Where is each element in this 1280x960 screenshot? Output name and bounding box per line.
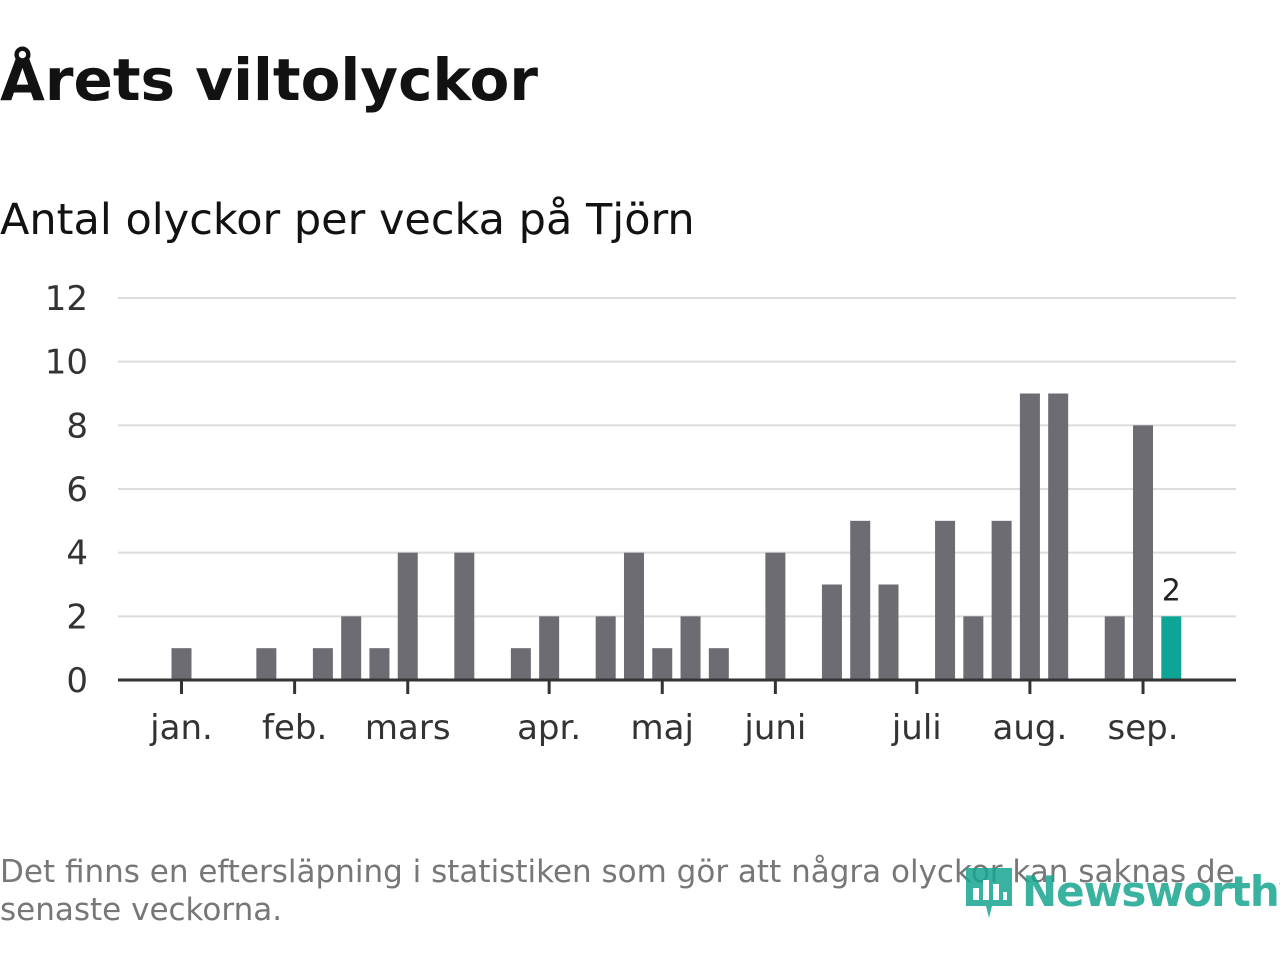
x-tick-label: apr.: [517, 708, 581, 748]
bar: [510, 648, 531, 680]
y-tick-label: 0: [66, 661, 88, 701]
chart-title: Årets viltolyckor: [0, 46, 538, 114]
x-tick-label: sep.: [1108, 708, 1179, 748]
bar: [312, 648, 333, 680]
bar: [991, 520, 1012, 680]
y-tick-label: 6: [66, 470, 88, 510]
newsworthy-logo-icon: [966, 868, 1012, 918]
bar: [878, 584, 899, 680]
data-label-latest: 2: [1162, 573, 1181, 608]
x-tick-label: feb.: [262, 708, 327, 748]
bar: [256, 648, 277, 680]
bar: [1104, 616, 1125, 680]
x-tick-label: juli: [891, 708, 942, 748]
bar: [454, 552, 475, 680]
bar: [1048, 393, 1069, 680]
bar: [850, 520, 871, 680]
x-tick-label: jan.: [149, 708, 213, 748]
x-axis-labels: jan. feb. mars apr. maj juni juli aug. sep.: [149, 708, 1178, 748]
bar-highlight: [1161, 616, 1182, 680]
bar: [680, 616, 701, 680]
y-tick-label: 4: [66, 534, 88, 574]
bar: [935, 520, 956, 680]
bar: [765, 552, 786, 680]
y-tick-label: 12: [45, 279, 88, 319]
x-tick-label: juni: [743, 708, 806, 748]
bar: [397, 552, 418, 680]
bar: [623, 552, 644, 680]
x-tick-label: maj: [631, 708, 694, 748]
bar-chart: 0 2 4 6 8 10 12 jan. feb. mars apr. maj juni juli aug…: [45, 279, 1236, 748]
y-tick-label: 2: [66, 597, 88, 637]
bar: [341, 616, 362, 680]
y-tick-label: 10: [45, 343, 88, 383]
x-axis: [118, 678, 1236, 694]
x-tick-label: mars: [365, 708, 451, 748]
bar: [708, 648, 729, 680]
bar: [1133, 425, 1154, 680]
bars: [171, 393, 1182, 680]
annotations: 2: [1162, 573, 1181, 608]
y-tick-label: 8: [66, 406, 88, 446]
newsworthy-logo-text: Newsworthy: [1022, 867, 1280, 916]
bar: [595, 616, 616, 680]
footnote: Det finns en eftersläpning i statistiken…: [0, 854, 1235, 928]
bar: [821, 584, 842, 680]
newsworthy-logo: Newsworthy: [962, 860, 1280, 924]
x-tick-label: aug.: [993, 708, 1068, 748]
bar: [369, 648, 390, 680]
grid-lines: [118, 297, 1236, 618]
bar: [539, 616, 560, 680]
chart-subtitle: Antal olyckor per vecka på Tjörn: [0, 195, 695, 245]
y-axis-labels: 0 2 4 6 8 10 12: [45, 279, 88, 701]
bar: [963, 616, 984, 680]
bar: [171, 648, 192, 680]
bar: [1019, 393, 1040, 680]
bar: [652, 648, 673, 680]
